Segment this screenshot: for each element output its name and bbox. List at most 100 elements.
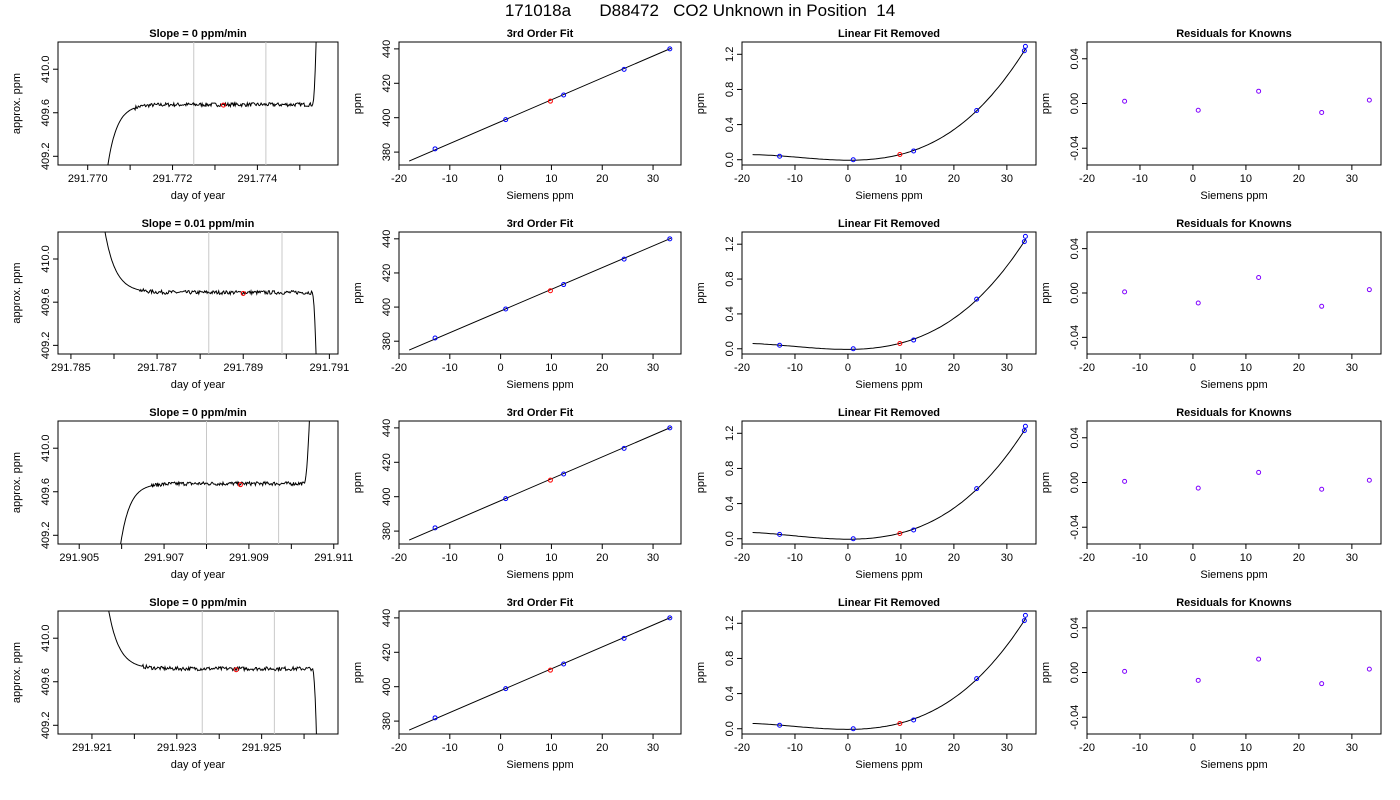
x-tick-label: 0 xyxy=(498,173,504,185)
y-axis-label: ppm xyxy=(352,93,364,114)
panel-title: Slope = 0 ppm/min xyxy=(149,28,247,40)
known-standard-point xyxy=(911,527,917,533)
residual-point xyxy=(1122,478,1128,484)
panel-r2-resid: Residuals for Knowns -20 -10 0 10 20 30 -0.04 0.… xyxy=(1040,218,1382,391)
known-standard-point xyxy=(1021,618,1027,624)
x-axis-label: Siemens ppm xyxy=(855,379,922,391)
known-standard-point xyxy=(621,66,627,72)
unknown-sample-point xyxy=(547,288,553,294)
y-tick-label: 400 xyxy=(381,109,393,127)
residual-point xyxy=(1195,107,1201,113)
x-axis-label: Siemens ppm xyxy=(1200,569,1267,581)
y-axis-label: ppm xyxy=(1040,282,1052,303)
concentration-trace xyxy=(107,42,317,165)
y-axis-label: approx. ppm xyxy=(11,262,23,323)
known-standard-point xyxy=(432,525,438,531)
panel-r1-trace: Slope = 0 ppm/min 291.770 291.772 291.774 40… xyxy=(11,28,339,202)
panel-r4-linear: Linear Fit Removed -20 -10 0 10 20 30 0.0 0.4 0.8… xyxy=(695,597,1037,771)
y-tick-label: 0.00 xyxy=(1069,662,1081,683)
y-tick-label: 420 xyxy=(381,74,393,92)
x-tick-label: -20 xyxy=(734,552,750,564)
panel-r2-linear: Linear Fit Removed -20 -10 0 10 20 30 0.0 0.4 0.8… xyxy=(695,218,1037,391)
x-axis-label: Siemens ppm xyxy=(855,759,922,771)
x-tick-label: 30 xyxy=(647,173,659,185)
y-tick-label: 409.6 xyxy=(40,668,52,696)
panel-r3-linear: Linear Fit Removed -20 -10 0 10 20 30 0.0 0.4 0.8… xyxy=(695,407,1037,581)
plot-area xyxy=(752,43,1028,163)
plot-area xyxy=(108,611,317,734)
known-standard-point xyxy=(974,676,980,682)
y-tick-label: -0.04 xyxy=(1069,515,1081,540)
x-tick-label: 20 xyxy=(948,173,960,185)
x-tick-label: -10 xyxy=(787,552,803,564)
concentration-trace xyxy=(104,232,317,354)
known-standard-point xyxy=(667,236,673,242)
panel-r4-fit: 3rd Order Fit -20 -10 0 10 20 30 380 400 420 440 Si… xyxy=(352,597,682,771)
plot-area xyxy=(408,46,673,162)
x-tick-label: 10 xyxy=(1240,742,1252,754)
y-tick-label: 400 xyxy=(381,488,393,506)
y-tick-label: 0.4 xyxy=(724,117,736,132)
residual-point xyxy=(1122,289,1128,295)
y-tick-label: 0.00 xyxy=(1069,472,1081,493)
plot-area xyxy=(1122,88,1372,115)
x-tick-label: -10 xyxy=(442,173,458,185)
y-tick-label: 400 xyxy=(381,678,393,696)
x-tick-label: 10 xyxy=(545,362,557,374)
x-tick-label: 291.791 xyxy=(310,362,350,374)
known-standard-point xyxy=(911,337,917,343)
x-tick-label: -20 xyxy=(734,742,750,754)
plot-frame xyxy=(1086,420,1382,545)
panel-r3-trace: Slope = 0 ppm/min 291.905 291.907 291.909 29… xyxy=(11,407,353,581)
residual-point xyxy=(1366,97,1372,103)
x-tick-label: 0 xyxy=(845,362,851,374)
y-tick-label: -0.04 xyxy=(1069,705,1081,730)
x-tick-label: 30 xyxy=(1001,173,1013,185)
y-tick-label: 0.4 xyxy=(724,306,736,321)
panel-r3-fit: 3rd Order Fit -20 -10 0 10 20 30 380 400 420 440 Si… xyxy=(352,407,682,581)
known-standard-point xyxy=(621,445,627,451)
x-tick-label: 20 xyxy=(1293,552,1305,564)
known-standard-point xyxy=(667,425,673,431)
x-tick-label: 10 xyxy=(545,552,557,564)
known-standard-point xyxy=(850,536,856,542)
panel-title: Linear Fit Removed xyxy=(838,218,940,230)
fit-line xyxy=(408,47,672,162)
plot-frame xyxy=(57,610,339,735)
fit-curve xyxy=(752,427,1027,540)
x-tick-label: 10 xyxy=(1240,173,1252,185)
x-tick-label: 30 xyxy=(1346,742,1358,754)
plot-area xyxy=(1122,469,1372,492)
x-tick-label: 291.774 xyxy=(238,173,278,185)
panel-title: 3rd Order Fit xyxy=(507,28,574,40)
unknown-sample-point xyxy=(897,341,903,347)
x-tick-label: 291.925 xyxy=(242,742,282,754)
known-standard-point xyxy=(974,486,980,492)
plot-frame xyxy=(1086,610,1382,735)
y-tick-label: 420 xyxy=(381,453,393,471)
y-tick-label: 410.0 xyxy=(40,245,52,273)
panel-r2-fit: 3rd Order Fit -20 -10 0 10 20 30 380 400 420 440 Si… xyxy=(352,218,682,391)
concentration-trace xyxy=(120,421,310,544)
x-tick-label: 0 xyxy=(845,552,851,564)
y-tick-label: 380 xyxy=(381,332,393,350)
plot-frame xyxy=(398,420,682,545)
residual-point xyxy=(1195,300,1201,306)
y-axis-label: ppm xyxy=(352,472,364,493)
x-tick-label: 30 xyxy=(1346,362,1358,374)
y-tick-label: 440 xyxy=(381,230,393,248)
y-axis-label: ppm xyxy=(1040,93,1052,114)
x-tick-label: 20 xyxy=(948,362,960,374)
x-tick-label: 20 xyxy=(948,552,960,564)
y-tick-label: 0.8 xyxy=(724,82,736,97)
x-tick-label: 291.923 xyxy=(157,742,197,754)
x-axis-label: Siemens ppm xyxy=(1200,190,1267,202)
y-tick-label: 400 xyxy=(381,298,393,316)
known-standard-point xyxy=(850,346,856,352)
x-tick-label: 0 xyxy=(498,742,504,754)
panel-title: Slope = 0.01 ppm/min xyxy=(142,218,255,230)
panel-r1-fit: 3rd Order Fit -20 -10 0 10 20 30 380 400 420 440 Si… xyxy=(352,28,682,202)
plot-area xyxy=(408,425,673,541)
x-tick-label: 30 xyxy=(1001,362,1013,374)
x-tick-label: -10 xyxy=(442,362,458,374)
